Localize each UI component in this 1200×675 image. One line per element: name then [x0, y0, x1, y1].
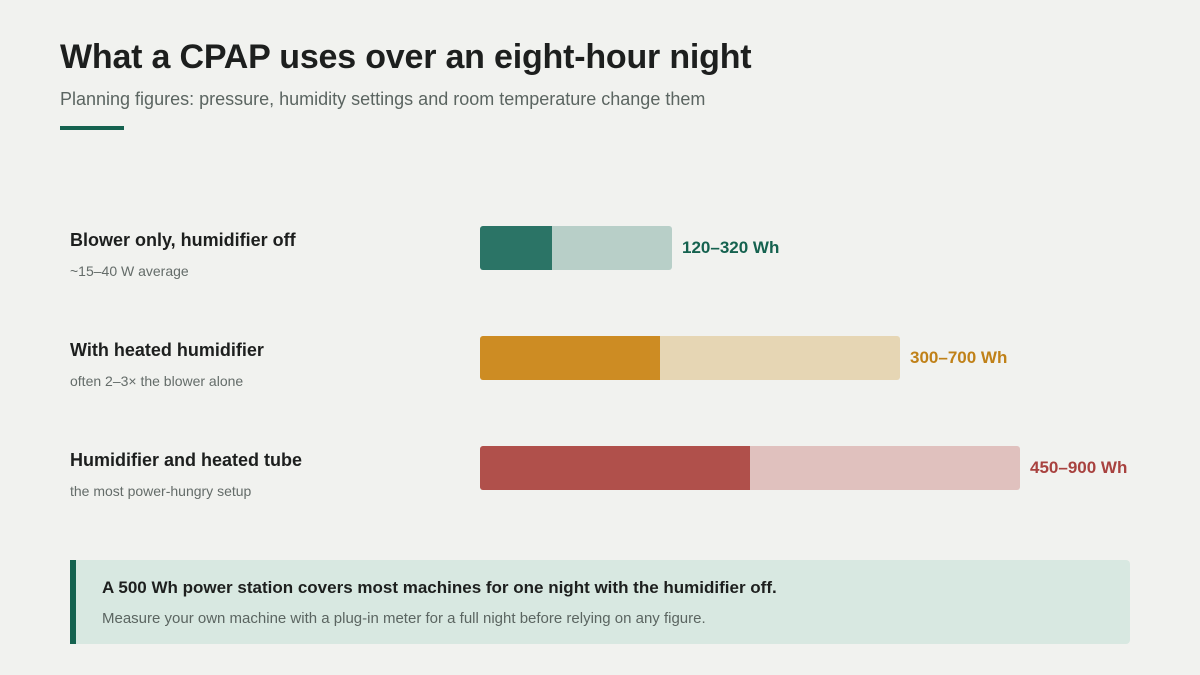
bar-range-track — [480, 336, 900, 380]
row-label: With heated humidifier — [70, 340, 264, 360]
row-note: the most power-hungry setup — [70, 483, 252, 499]
bar-range-track — [480, 226, 672, 270]
bar-value-label: 450–900 Wh — [1030, 458, 1128, 477]
bar-low-fill — [480, 336, 660, 380]
row-label: Humidifier and heated tube — [70, 450, 303, 470]
callout-title: A 500 Wh power station covers most machi… — [102, 578, 777, 597]
callout-body: Measure your own machine with a plug-in … — [102, 610, 706, 627]
title-accent-rule — [60, 126, 124, 130]
bar-low-fill — [480, 226, 552, 270]
page-title: What a CPAP uses over an eight-hour nigh… — [60, 38, 752, 76]
callout-box: A 500 Wh power station covers most machi… — [70, 560, 1130, 644]
bar-value-label: 120–320 Wh — [682, 238, 780, 257]
bar-value-label: 300–700 Wh — [910, 348, 1008, 367]
bar-range-track — [480, 446, 1020, 490]
row-label: Blower only, humidifier off — [70, 230, 296, 250]
page-subtitle: Planning figures: pressure, humidity set… — [60, 89, 706, 109]
row-note: often 2–3× the blower alone — [70, 373, 244, 389]
bar-low-fill — [480, 446, 750, 490]
row-note: ~15–40 W average — [70, 263, 189, 279]
